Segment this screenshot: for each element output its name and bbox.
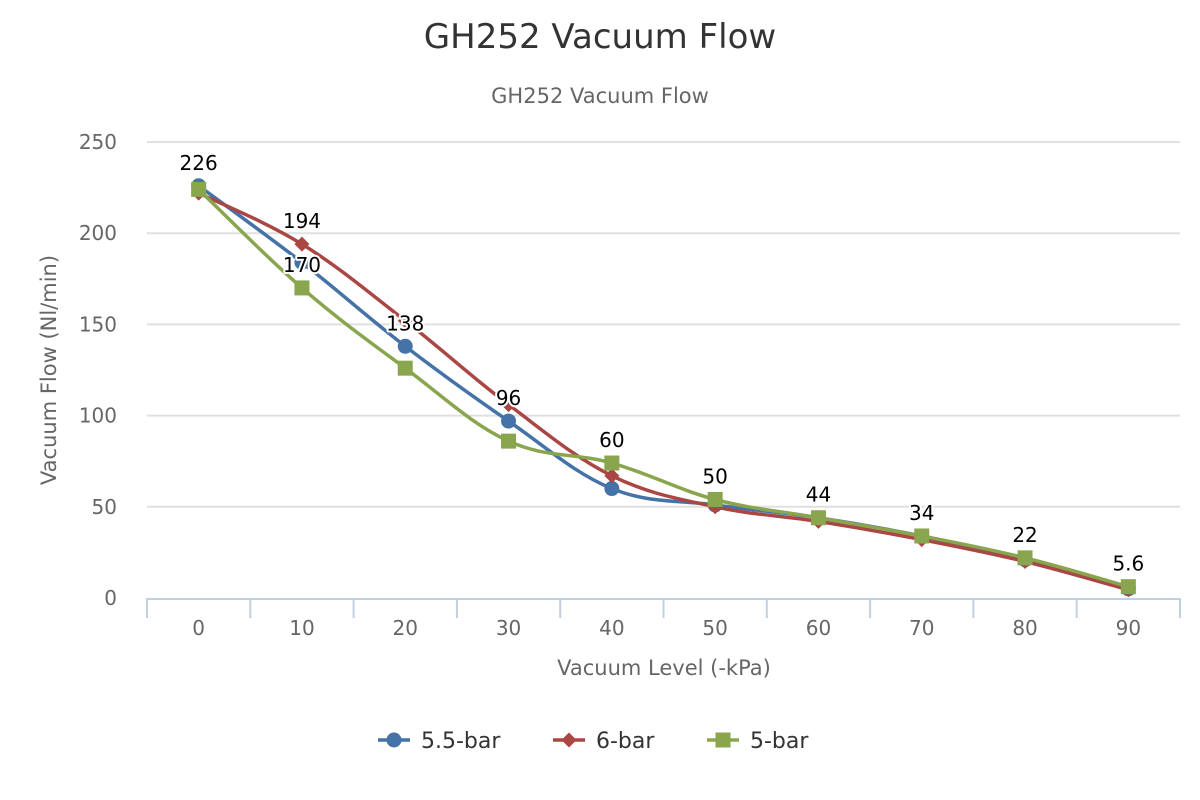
x-tick-label: 0 [192,616,205,640]
x-tick-label: 30 [496,616,521,640]
y-axis-label: Vacuum Flow (Nl/min) [37,255,61,485]
data-label: 44 [806,483,831,507]
series-line [197,184,1129,591]
legend-label: 5-bar [750,729,809,754]
x-tick-label: 50 [702,616,727,640]
y-tick-label: 200 [79,221,117,245]
data-point-diamond[interactable] [397,313,413,329]
data-point-square[interactable] [191,181,207,197]
gridlines [147,141,1180,508]
data-point-circle[interactable] [501,413,517,429]
data-labels: 226 194 170 138 96 60 50 44 34 22 5.6 [178,149,1147,578]
legend-item-5-bar[interactable]: 5-bar [707,729,809,754]
legend-item-5.5-bar[interactable]: 5.5-bar [378,729,501,754]
data-point-circle[interactable] [294,254,310,270]
legend-label: 6-bar [596,729,655,754]
series-6-bar [191,185,1136,598]
data-label: 50 [702,465,727,489]
legend-marker-icon[interactable] [386,732,402,748]
data-point-square[interactable] [604,455,620,471]
y-tick-label: 50 [92,495,117,519]
data-point-square[interactable] [914,528,930,544]
series-5-bar [191,181,1136,595]
y-tick-label: 100 [79,404,117,428]
data-point-square[interactable] [397,360,413,376]
x-axis: 0 10 20 30 40 50 60 70 80 90 [146,598,1181,640]
legend-label: 5.5-bar [421,729,501,754]
chart-subtitle: GH252 Vacuum Flow [491,84,709,108]
x-tick-label: 90 [1116,616,1141,640]
data-label: 22 [1012,523,1037,547]
series-5.5-bar [191,178,1136,597]
data-label: 170 [283,253,321,277]
data-label: 194 [283,209,321,233]
x-tick-label: 10 [289,616,314,640]
y-axis-ticks: 0 50 100 150 200 250 [79,130,117,610]
data-label: 34 [909,501,934,525]
y-tick-label: 150 [79,312,117,336]
series-line [197,188,1129,589]
y-tick-label: 0 [104,586,117,610]
series-line [197,191,1129,592]
x-tick-label: 60 [806,616,831,640]
data-point-square[interactable] [501,433,517,449]
data-point-square[interactable] [1120,579,1136,595]
data-point-square[interactable] [810,510,826,526]
x-tick-label: 70 [909,616,934,640]
data-point-diamond[interactable] [501,397,517,413]
series-group [191,178,1136,598]
data-point-square[interactable] [707,492,723,508]
y-tick-label: 250 [79,130,117,154]
data-point-circle[interactable] [604,481,620,497]
x-tick-label: 40 [599,616,624,640]
data-label: 5.6 [1112,552,1144,576]
legend: 5.5-bar 6-bar 5-bar [378,729,809,754]
legend-marker-icon[interactable] [715,732,731,748]
data-point-square[interactable] [294,280,310,296]
data-label: 138 [386,311,424,335]
data-point-square[interactable] [1017,550,1033,566]
data-point-circle[interactable] [397,338,413,354]
data-label: 226 [180,151,218,175]
x-tick-label: 80 [1012,616,1037,640]
legend-marker-icon[interactable] [561,732,577,748]
x-axis-label: Vacuum Level (-kPa) [557,656,771,680]
data-label: 60 [599,428,624,452]
data-label: 96 [496,386,521,410]
data-point-diamond[interactable] [604,468,620,484]
chart-title: GH252 Vacuum Flow [424,17,776,57]
x-tick-label: 20 [393,616,418,640]
data-point-diamond[interactable] [294,236,310,252]
legend-item-6-bar[interactable]: 6-bar [553,729,655,754]
